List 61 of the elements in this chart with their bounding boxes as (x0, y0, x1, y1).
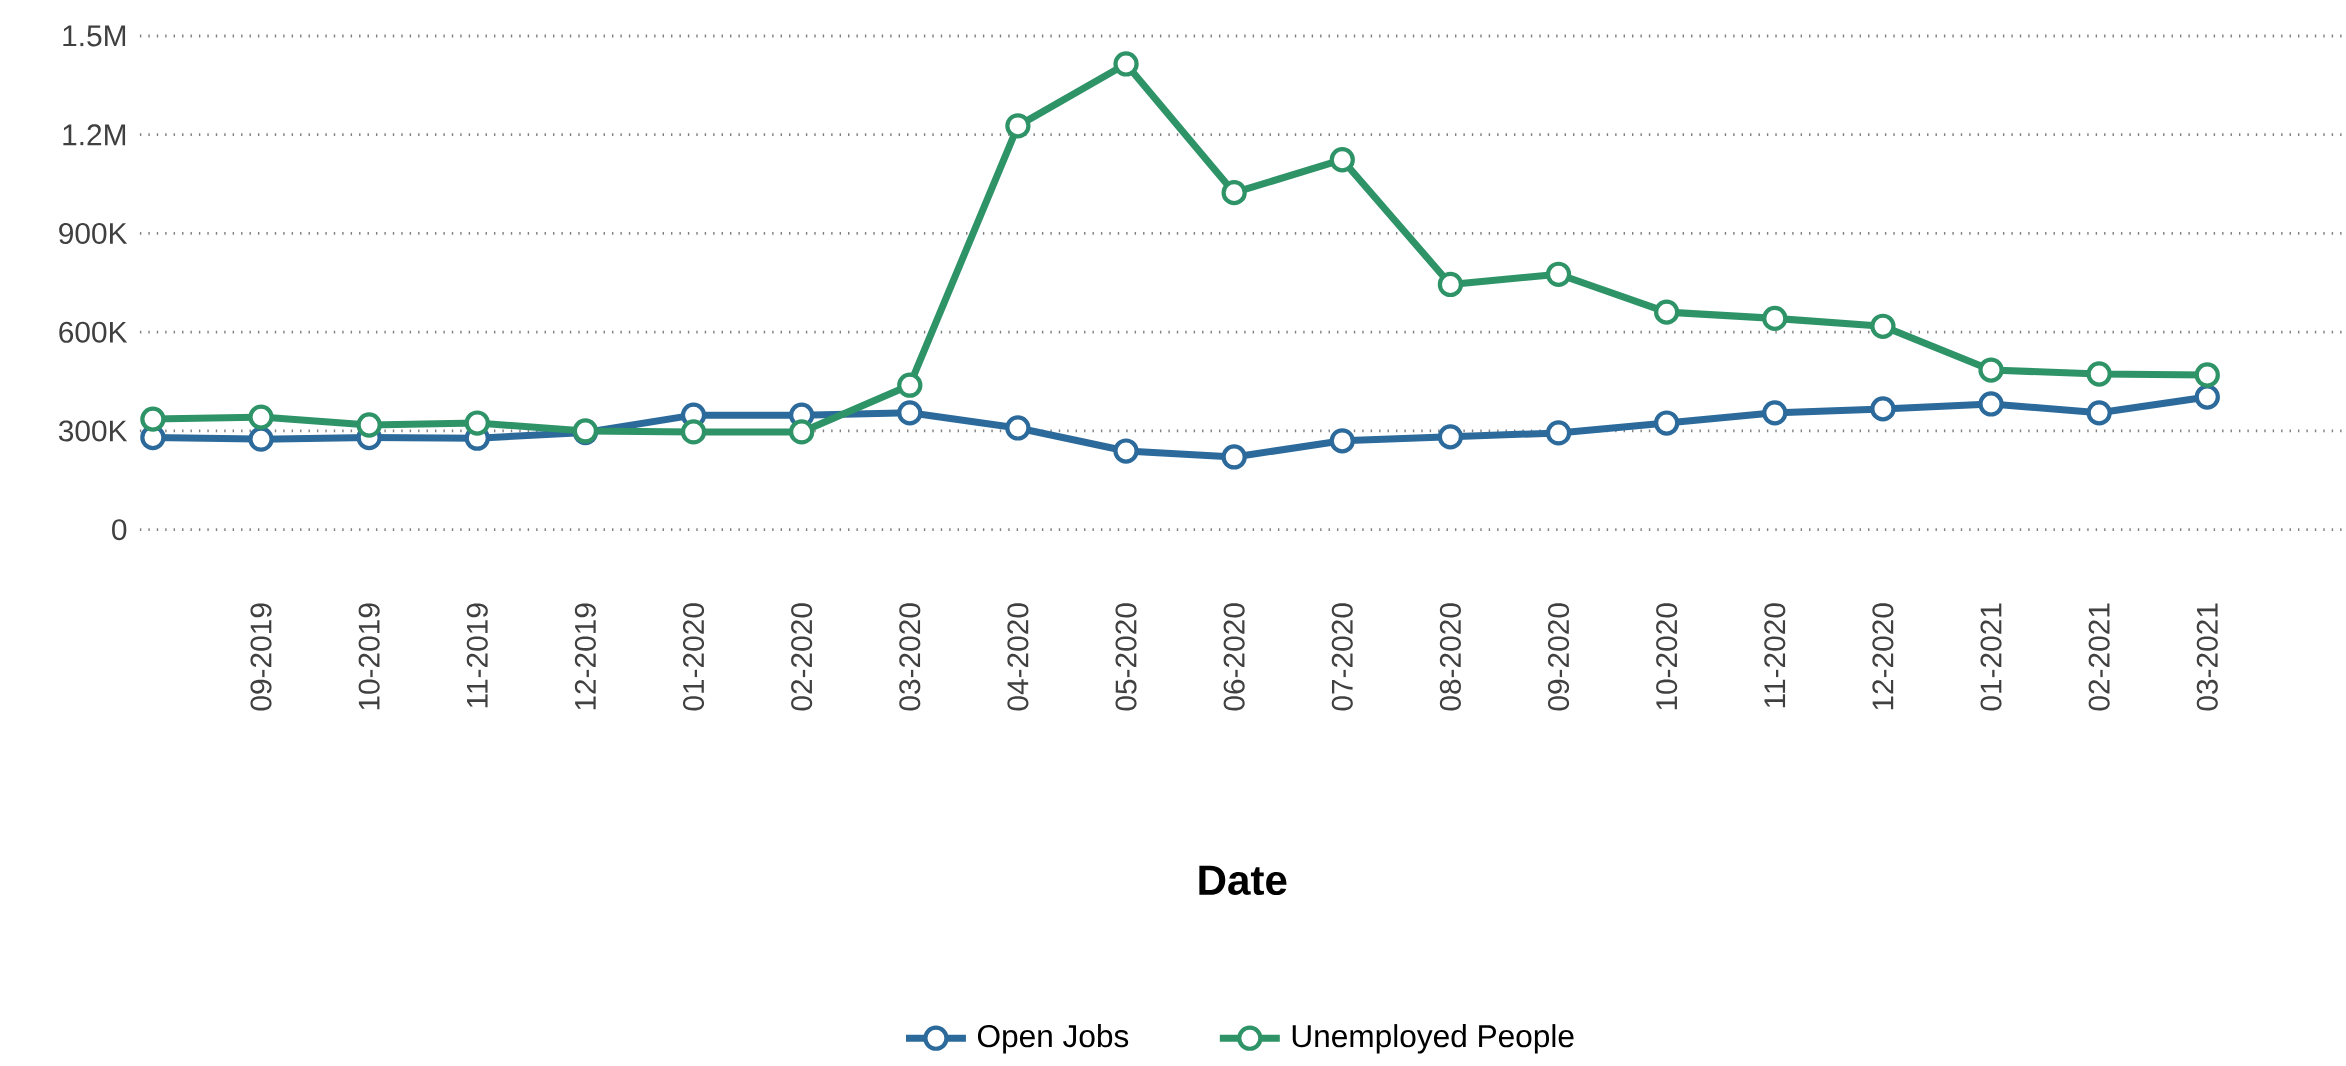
y-tick-label: 600K (59, 321, 128, 343)
x-tick-label: 12-2019 (574, 603, 596, 710)
x-tick-label: 08-2020 (1439, 603, 1461, 711)
legend-label: Open Jobs (977, 1023, 1129, 1054)
x-axis-title: Date (1199, 865, 1287, 895)
x-tick-label: 03-2020 (899, 603, 921, 711)
point (2086, 400, 2112, 426)
legend-label: Unemployed People (1292, 1023, 1574, 1054)
point (248, 404, 274, 430)
point (1329, 428, 1355, 454)
point (1221, 179, 1247, 206)
point (1978, 357, 2004, 383)
point (1437, 424, 1464, 450)
point (1329, 146, 1355, 173)
point (1221, 444, 1247, 470)
x-tick-label: 06-2020 (1223, 603, 1245, 711)
x-tick-label: 10-2020 (1656, 603, 1678, 710)
point (1113, 51, 1139, 77)
point (1762, 400, 1788, 426)
y-tick-label: 0 (112, 518, 127, 541)
point (1978, 391, 2004, 417)
point (1545, 420, 1572, 446)
point (248, 426, 274, 452)
point (1762, 305, 1788, 331)
point (2086, 361, 2112, 387)
point (1870, 396, 1896, 422)
point (2194, 384, 2220, 410)
x-tick-label: 09-2020 (1547, 603, 1570, 711)
point (1654, 410, 1680, 436)
x-tick-label: 03-2021 (2196, 603, 2218, 711)
x-tick-label: 02-2020 (791, 603, 813, 711)
point (897, 372, 923, 398)
x-tick-label: 09-2019 (250, 603, 272, 711)
x-tick-label: 01-2021 (1980, 603, 2002, 711)
x-tick-label: 10-2019 (358, 603, 380, 710)
point (680, 419, 707, 445)
point (1870, 313, 1896, 339)
x-tick-label: 01-2020 (682, 603, 705, 711)
x-tick-label: 05-2020 (1115, 603, 1137, 711)
point (2194, 362, 2220, 388)
x-tick-label: 11-2019 (466, 603, 488, 707)
x-tick-label: 11-2020 (1764, 603, 1786, 707)
point (1437, 271, 1464, 297)
x-tick-label: 07-2020 (1331, 603, 1353, 711)
point (356, 412, 382, 438)
x-tick-label: 12-2020 (1872, 603, 1894, 710)
y-tick-label: 300K (58, 420, 128, 442)
x-tick-label: 02-2021 (2088, 603, 2110, 711)
point (1654, 299, 1680, 325)
y-tick-label: 1.5M (63, 25, 126, 47)
point (464, 410, 490, 436)
y-tick-label: 900K (59, 222, 128, 244)
point (1113, 438, 1139, 464)
y-tick-label: 1.2M (63, 124, 126, 145)
point (1005, 415, 1031, 441)
point (1005, 113, 1031, 139)
point (1545, 261, 1572, 287)
point (789, 419, 815, 445)
x-tick-label: 04-2020 (1007, 603, 1029, 711)
point (897, 400, 923, 426)
point (140, 406, 166, 432)
